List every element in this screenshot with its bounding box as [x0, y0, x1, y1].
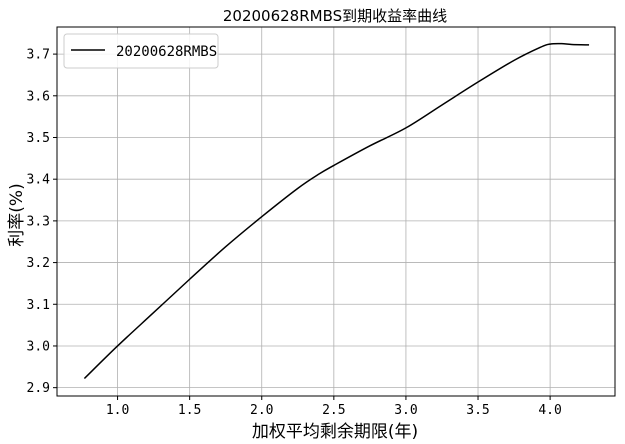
y-tick-label: 3.2 — [27, 256, 50, 271]
x-tick-label: 4.0 — [538, 403, 561, 418]
x-tick-label: 2.5 — [322, 403, 345, 418]
x-tick-label: 3.5 — [466, 403, 489, 418]
legend-label: 20200628RMBS — [116, 44, 217, 60]
y-tick-label: 3.3 — [27, 214, 50, 229]
chart-title: 20200628RMBS到期收益率曲线 — [223, 7, 447, 25]
series-line — [83, 42, 590, 380]
y-axis-ticks: 2.9 3.0 3.1 3.2 3.3 3.4 3.5 3.6 3.7 — [27, 48, 57, 396]
legend-box — [63, 33, 219, 69]
grid-lines — [57, 27, 615, 396]
legend: 20200628RMBS — [63, 33, 219, 69]
y-tick-label: 3.5 — [27, 131, 50, 146]
plot-frame — [56, 26, 616, 397]
y-tick-label: 2.9 — [27, 381, 50, 396]
x-tick-label: 1.0 — [106, 403, 129, 418]
y-tick-label: 3.6 — [27, 89, 50, 104]
y-tick-label: 3.1 — [27, 298, 50, 313]
x-tick-label: 1.5 — [178, 403, 201, 418]
y-tick-label: 3.4 — [27, 173, 51, 188]
y-axis-title: 利率(%) — [7, 183, 27, 246]
y-tick-label: 3.0 — [27, 339, 50, 354]
y-tick-label: 3.7 — [27, 48, 50, 63]
x-tick-label: 3.0 — [394, 403, 417, 418]
x-axis-title: 加权平均剩余期限(年) — [252, 422, 418, 442]
x-axis-ticks: 1.0 1.5 2.0 2.5 3.0 3.5 4.0 — [106, 396, 562, 418]
series-layer — [83, 42, 590, 380]
x-tick-label: 2.0 — [250, 403, 273, 418]
